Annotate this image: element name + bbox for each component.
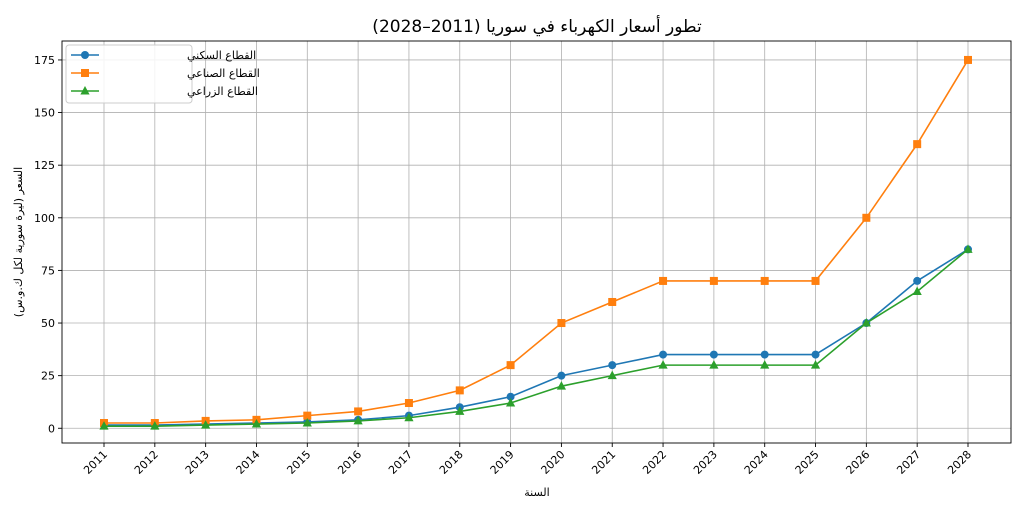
data-point <box>608 361 617 370</box>
data-point <box>912 286 922 295</box>
data-point <box>303 411 312 420</box>
x-tick-label: 2026 <box>843 448 872 477</box>
data-point <box>811 350 820 359</box>
data-point <box>913 140 922 149</box>
data-point <box>709 360 719 369</box>
legend-label: القطاع الزراعي <box>187 85 258 98</box>
x-tick-label: 2021 <box>589 448 618 477</box>
data-point <box>709 276 718 285</box>
data-point <box>608 297 617 306</box>
legend-marker <box>81 51 89 59</box>
x-tick-label: 2027 <box>894 448 923 477</box>
data-point <box>760 360 770 369</box>
x-tick-label: 2014 <box>234 448 263 477</box>
data-point <box>505 398 516 407</box>
data-point <box>353 415 363 425</box>
x-tick-label: 2023 <box>691 448 720 477</box>
data-point <box>913 276 922 285</box>
legend-marker <box>80 86 90 95</box>
x-tick-label: 2020 <box>539 448 568 477</box>
series-2 <box>100 55 972 428</box>
data-point <box>455 406 465 415</box>
data-point <box>506 361 515 370</box>
series-3 <box>99 244 973 430</box>
legend-entry: القطاع الصناعي <box>71 67 260 80</box>
data-point <box>150 421 160 430</box>
legend-entry: القطاع الزراعي <box>71 85 258 98</box>
data-point <box>506 392 515 401</box>
x-tick-label: 2024 <box>742 448 771 477</box>
x-tick-label: 2022 <box>640 448 669 477</box>
y-axis-label: السعر (ليرة سورية لكل ك.و.س) <box>12 167 25 317</box>
data-point <box>811 276 820 285</box>
data-point <box>302 418 312 427</box>
y-tick-label: 150 <box>34 107 55 120</box>
y-tick-label: 125 <box>34 159 55 172</box>
data-point <box>861 318 871 327</box>
y-tick-label: 50 <box>41 317 55 330</box>
data-point <box>659 350 668 359</box>
y-tick-label: 75 <box>41 264 55 277</box>
data-point <box>760 350 769 359</box>
data-point <box>556 381 567 390</box>
x-tick-label: 2012 <box>132 448 161 477</box>
data-point <box>404 399 413 408</box>
x-tick-label: 2025 <box>793 448 822 477</box>
legend-entry: القطاع السكني <box>71 49 256 62</box>
series-1 <box>100 245 972 430</box>
legend-label: القطاع الصناعي <box>187 67 260 80</box>
legend: القطاع السكني القطاع الصناعي القطاع الزراع… <box>65 44 260 104</box>
legend-box <box>65 44 193 104</box>
data-point <box>354 407 363 416</box>
data-point <box>964 55 972 64</box>
x-tick-label: 2013 <box>183 448 212 477</box>
data-point <box>251 419 262 428</box>
data-point <box>99 421 109 430</box>
x-tick-label: 2019 <box>488 448 517 477</box>
data-point <box>709 350 718 359</box>
data-point <box>963 244 973 253</box>
plot-frame <box>61 40 1012 444</box>
legend-label: القطاع السكني <box>187 49 256 62</box>
legend-marker <box>81 69 89 77</box>
x-tick-label: 2011 <box>81 448 110 477</box>
series-line <box>104 59 969 424</box>
y-tick-label: 25 <box>41 370 55 383</box>
x-axis: 2011 2012 2013 2014 2015 2016 2017 2018 2019 2020… <box>81 443 974 477</box>
data-point <box>607 370 617 380</box>
grid <box>62 41 1011 443</box>
data-point <box>201 420 211 429</box>
data-point <box>455 386 464 395</box>
x-tick-label: 2028 <box>945 448 974 477</box>
y-tick-label: 175 <box>34 54 55 67</box>
series-line <box>104 248 969 426</box>
x-axis-label: السنة <box>524 486 549 499</box>
series-layer <box>99 55 973 430</box>
data-point <box>658 360 668 369</box>
y-tick-label: 0 <box>48 422 55 435</box>
x-tick-label: 2017 <box>386 448 415 477</box>
x-tick-label: 2015 <box>284 448 313 477</box>
x-tick-label: 2016 <box>335 448 364 477</box>
y-axis: 0 25 50 75 100 125 150 175 <box>34 54 62 435</box>
data-point <box>659 276 668 285</box>
data-point <box>862 213 871 222</box>
data-point <box>557 371 566 380</box>
y-tick-label: 100 <box>34 212 55 225</box>
series-line <box>104 248 969 427</box>
chart-title: تطور أسعار الكهرباء في سوريا (2011–2028) <box>372 15 702 37</box>
x-tick-label: 2018 <box>437 448 466 477</box>
data-point <box>557 319 566 328</box>
data-point <box>760 276 769 285</box>
data-point <box>810 360 821 369</box>
data-point <box>404 412 414 422</box>
